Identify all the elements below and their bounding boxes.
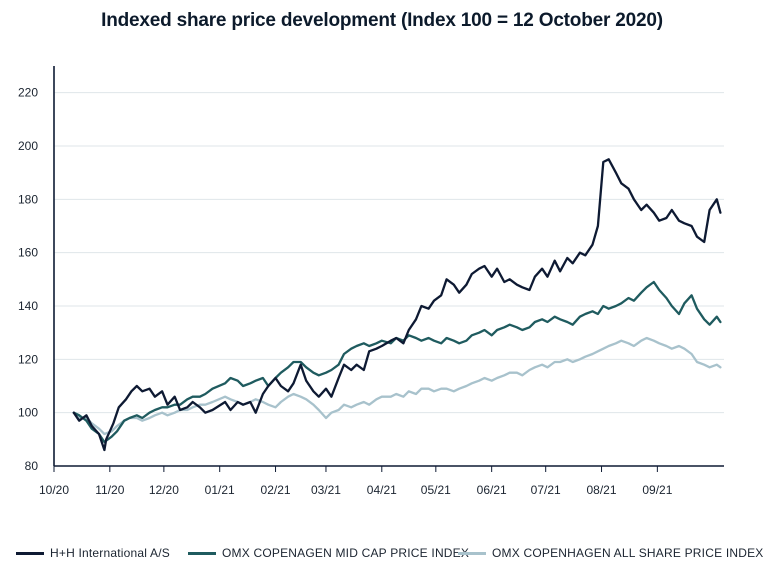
legend-label: OMX COPENAGEN MID CAP PRICE INDEX bbox=[222, 546, 470, 560]
x-tick-label: 03/21 bbox=[311, 483, 341, 497]
x-tick-label: 04/21 bbox=[367, 483, 397, 497]
legend-swatch bbox=[188, 551, 216, 555]
series-lines bbox=[72, 158, 722, 452]
y-tick-label: 100 bbox=[18, 406, 38, 420]
legend: H+H International A/S OMX COPENAGEN MID C… bbox=[0, 546, 764, 566]
y-tick-label: 180 bbox=[18, 192, 38, 206]
legend-swatch bbox=[458, 551, 486, 555]
x-tick-label: 08/21 bbox=[587, 483, 617, 497]
chart-title: Indexed share price development (Index 1… bbox=[101, 10, 663, 31]
x-tick-label: 09/21 bbox=[642, 483, 672, 497]
tick-labels: 80 100 120 140 160 180 200 220 10/20 11/20 12/20 01… bbox=[18, 86, 673, 497]
gridlines bbox=[54, 92, 724, 414]
legend-item-0: H+H International A/S bbox=[16, 546, 170, 560]
legend-swatch bbox=[16, 551, 44, 555]
legend-label: OMX COPENHAGEN ALL SHARE PRICE INDEX bbox=[492, 546, 764, 560]
y-tick-label: 120 bbox=[18, 352, 38, 366]
x-tick-label: 07/21 bbox=[531, 483, 561, 497]
y-tick-label: 80 bbox=[25, 459, 39, 473]
series-line-0 bbox=[72, 158, 722, 452]
x-tick-label: 06/21 bbox=[477, 483, 507, 497]
x-tick-label: 02/21 bbox=[261, 483, 291, 497]
y-tick-label: 220 bbox=[18, 86, 38, 100]
legend-item-2: OMX COPENHAGEN ALL SHARE PRICE INDEX bbox=[458, 546, 764, 560]
y-tick-label: 160 bbox=[18, 246, 38, 260]
series-line-2 bbox=[72, 336, 722, 436]
axes bbox=[53, 66, 724, 472]
x-tick-label: 05/21 bbox=[421, 483, 451, 497]
y-tick-label: 140 bbox=[18, 299, 38, 313]
y-tick-label: 200 bbox=[18, 139, 38, 153]
x-tick-label: 10/20 bbox=[39, 483, 69, 497]
x-tick-label: 11/20 bbox=[95, 483, 124, 497]
legend-label: H+H International A/S bbox=[50, 546, 170, 560]
x-tick-label: 12/20 bbox=[149, 483, 179, 497]
legend-item-1: OMX COPENAGEN MID CAP PRICE INDEX bbox=[188, 546, 469, 560]
x-tick-label: 01/21 bbox=[205, 483, 235, 497]
